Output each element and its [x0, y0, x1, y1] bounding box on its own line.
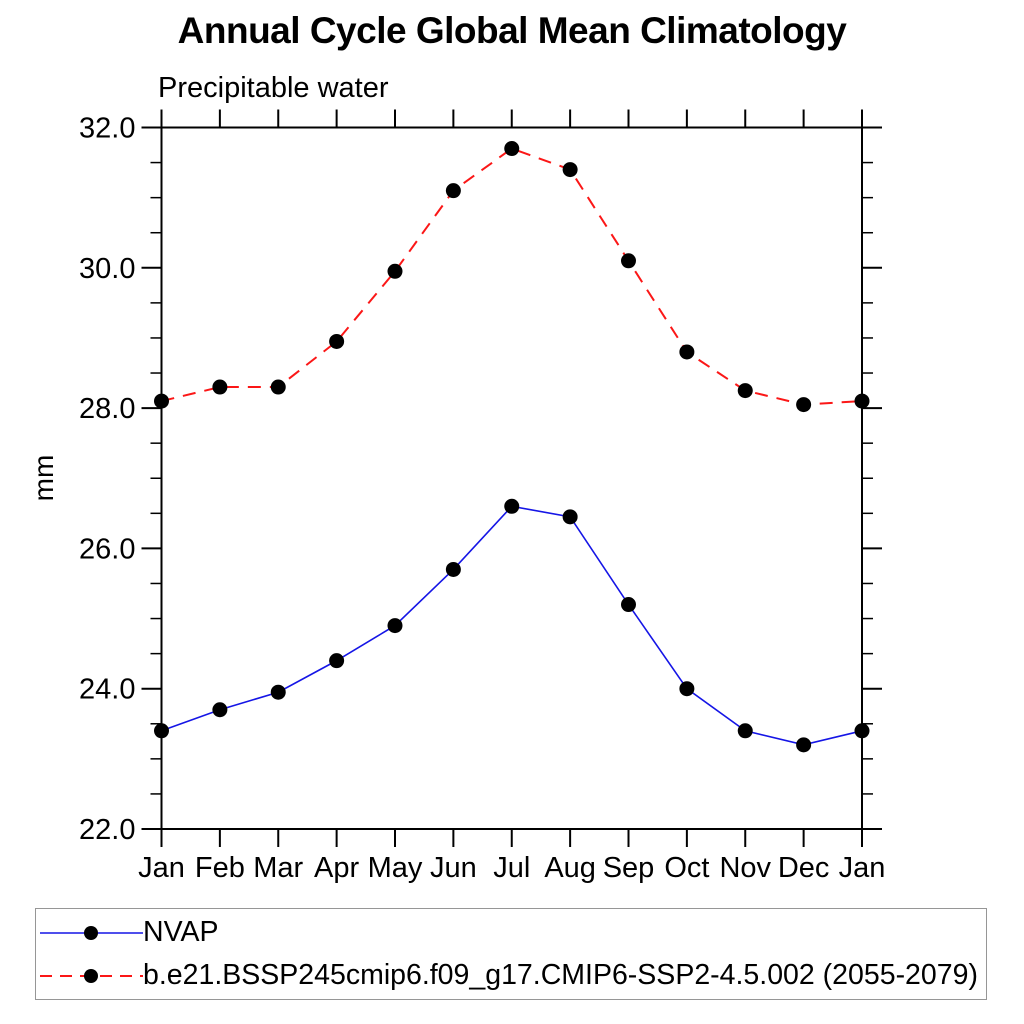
x-tick-label: Dec [778, 852, 830, 884]
data-point-marker [679, 344, 695, 360]
legend-label-model: b.e21.BSSP245cmip6.f09_g17.CMIP6-SSP2-4.… [143, 959, 978, 991]
y-tick-label: 32.0 [79, 113, 135, 145]
x-tick-label: Jan [138, 852, 185, 884]
data-point-marker [154, 393, 169, 409]
data-point-marker [329, 653, 345, 669]
legend-label-nvap: NVAP [143, 916, 219, 948]
x-tick-label: Feb [195, 852, 245, 884]
y-tick-label: 24.0 [79, 674, 135, 706]
x-tick-label: Mar [253, 852, 303, 884]
x-tick-label: Aug [544, 852, 596, 884]
x-tick-label: Sep [603, 852, 655, 884]
data-point-marker [212, 702, 228, 718]
series-line-1 [161, 147, 863, 406]
x-tick-label: May [368, 852, 423, 884]
data-point-marker [387, 263, 403, 279]
legend: NVAP b.e21.BSSP245cmip6.f09_g17.CMIP6-SS… [35, 908, 987, 1000]
y-tick-label: 28.0 [79, 393, 135, 425]
data-point-marker [270, 684, 286, 700]
chart-title: Annual Cycle Global Mean Climatology [177, 10, 847, 51]
data-point-marker [562, 509, 578, 525]
nvap-line-sample-icon [40, 925, 143, 940]
legend-item-nvap: NVAP [40, 913, 986, 953]
data-point-marker [621, 253, 636, 269]
data-point-marker [154, 723, 169, 739]
x-tick-label: Jan [839, 852, 886, 884]
data-point-marker [796, 397, 812, 413]
data-point-marker [445, 183, 461, 199]
data-point-marker [737, 723, 753, 739]
data-point-marker [737, 383, 753, 399]
series-line-0 [161, 505, 863, 746]
plot-area: Jan Feb Mar Apr May Jun Jul Aug Sep Oct Nov Dec Jan2… [79, 109, 886, 884]
data-point-marker [270, 379, 286, 395]
data-point-marker [504, 141, 520, 157]
data-point-marker [854, 723, 870, 739]
plot-frame [160, 126, 863, 830]
data-point-marker [854, 393, 870, 409]
data-point-marker [679, 681, 695, 697]
data-point-marker [445, 561, 461, 577]
data-point-marker [387, 618, 403, 634]
y-tick-label: 26.0 [79, 533, 135, 565]
data-point-marker [504, 498, 520, 514]
data-point-marker [796, 737, 812, 753]
y-tick-label: 30.0 [79, 253, 135, 285]
data-point-marker [621, 597, 636, 613]
model-dashed-line-sample-icon [40, 968, 143, 983]
x-tick-label: Jul [493, 852, 530, 884]
chart-subtitle: Precipitable water [158, 72, 389, 104]
y-tick-label: 22.0 [79, 814, 135, 846]
data-point-marker [562, 162, 578, 178]
data-point-marker [329, 333, 345, 349]
x-tick-label: Nov [719, 852, 771, 884]
x-tick-label: Oct [664, 852, 709, 884]
data-point-marker [212, 379, 228, 395]
x-tick-label: Jun [430, 852, 477, 884]
x-tick-label: Apr [314, 852, 359, 884]
legend-item-model: b.e21.BSSP245cmip6.f09_g17.CMIP6-SSP2-4.… [40, 956, 986, 996]
